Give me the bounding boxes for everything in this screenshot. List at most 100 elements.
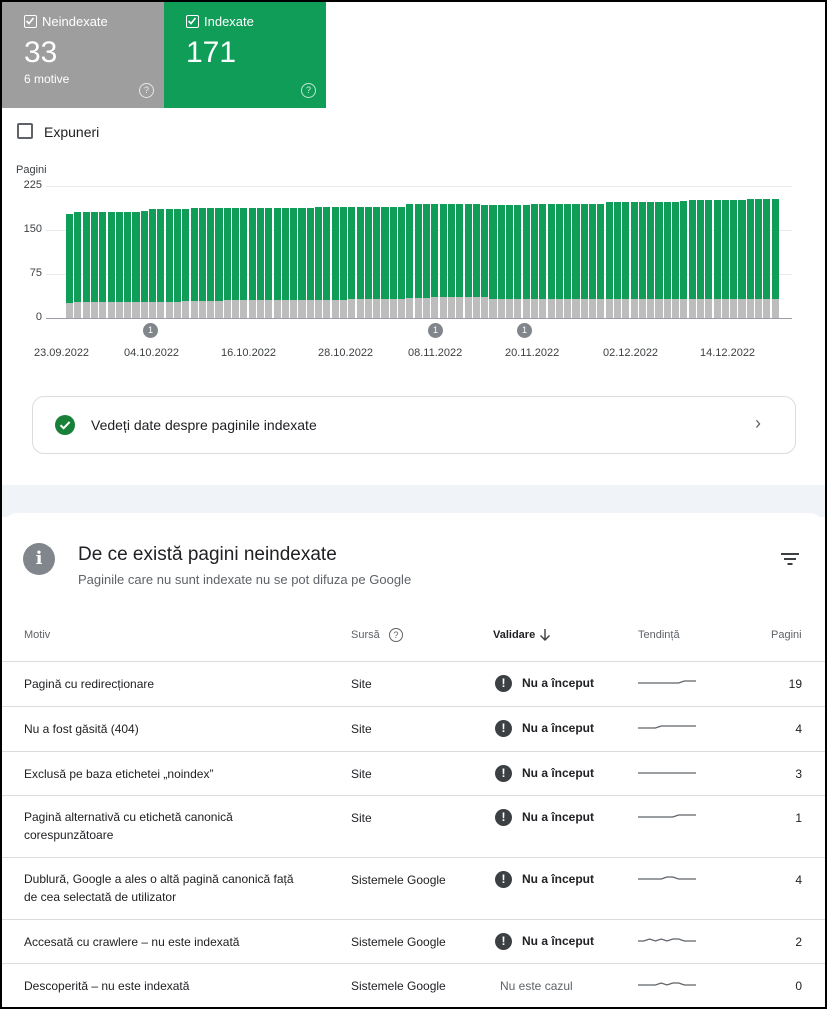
bar-not-indexed[interactable] [265,300,273,318]
bar-indexed[interactable] [74,211,82,303]
bar-indexed[interactable] [746,199,754,299]
bar-not-indexed[interactable] [597,299,605,318]
bar-indexed[interactable] [580,203,588,300]
bar-indexed[interactable] [605,202,613,299]
bar-indexed[interactable] [298,208,306,301]
bar-indexed[interactable] [447,204,455,297]
bar-not-indexed[interactable] [696,299,705,318]
bar-indexed[interactable] [306,207,314,301]
bar-not-indexed[interactable] [713,299,721,318]
bar-not-indexed[interactable] [182,300,190,318]
checkbox-checked-icon[interactable] [24,15,37,28]
bar-indexed[interactable] [647,201,655,299]
bar-indexed[interactable] [290,208,298,301]
indexed-tile[interactable]: Indexate 171 ? [164,2,326,108]
bar-not-indexed[interactable] [530,299,539,318]
bar-indexed[interactable] [315,207,323,300]
bar-not-indexed[interactable] [323,299,331,318]
bar-indexed[interactable] [82,211,90,303]
bar-indexed[interactable] [364,206,372,300]
bar-not-indexed[interactable] [423,298,431,318]
bar-not-indexed[interactable] [381,299,389,318]
bar-not-indexed[interactable] [331,299,339,318]
bar-indexed[interactable] [755,199,763,299]
bar-not-indexed[interactable] [198,300,206,318]
bar-indexed[interactable] [439,204,447,298]
bar-not-indexed[interactable] [763,298,771,318]
table-row[interactable]: Descoperită – nu este indexată Sistemele … [2,963,825,1008]
bar-not-indexed[interactable] [630,298,638,318]
bar-indexed[interactable] [215,208,223,301]
bar-indexed[interactable] [248,208,256,301]
bar-indexed[interactable] [663,201,671,299]
bar-not-indexed[interactable] [406,298,414,318]
checkbox-checked-icon[interactable] [186,15,199,28]
bar-indexed[interactable] [481,204,489,298]
bar-not-indexed[interactable] [647,298,655,318]
bar-not-indexed[interactable] [456,296,464,318]
bar-indexed[interactable] [680,201,688,299]
bar-indexed[interactable] [497,204,505,300]
bar-indexed[interactable] [182,208,190,301]
column-header-pagini[interactable]: Pagini [771,629,802,641]
bar-not-indexed[interactable] [74,302,82,318]
bar-not-indexed[interactable] [547,299,555,318]
bar-indexed[interactable] [265,208,273,301]
bar-not-indexed[interactable] [564,299,572,318]
bar-not-indexed[interactable] [755,298,763,318]
bar-indexed[interactable] [348,206,356,300]
bar-indexed[interactable] [555,204,563,300]
bar-indexed[interactable] [149,209,157,302]
table-row[interactable]: Exclusă pe baza etichetei „noindex” Site!… [2,751,825,796]
bar-not-indexed[interactable] [256,300,265,318]
bar-not-indexed[interactable] [622,298,630,318]
bar-indexed[interactable] [115,211,123,303]
bar-not-indexed[interactable] [115,302,123,318]
bar-not-indexed[interactable] [248,300,256,318]
bar-not-indexed[interactable] [439,297,447,318]
bar-indexed[interactable] [190,208,198,301]
bar-indexed[interactable] [273,208,281,301]
bar-not-indexed[interactable] [90,302,98,318]
bar-not-indexed[interactable] [497,299,505,318]
annotation-marker[interactable]: 1 [428,323,443,338]
bar-indexed[interactable] [90,211,98,303]
bar-indexed[interactable] [622,202,630,299]
table-row[interactable]: Pagină alternativă cu etichetă canonică c… [2,795,825,858]
filter-icon[interactable] [781,552,799,566]
bar-not-indexed[interactable] [207,300,215,318]
bar-indexed[interactable] [256,208,265,301]
bar-not-indexed[interactable] [589,299,597,318]
bar-indexed[interactable] [132,211,140,303]
bar-not-indexed[interactable] [481,297,489,318]
bar-indexed[interactable] [281,208,289,301]
bar-indexed[interactable] [514,204,522,300]
help-icon[interactable]: ? [389,628,403,642]
not-indexed-tile[interactable]: Neindexate 33 6 motive ? [2,2,164,108]
bar-not-indexed[interactable] [140,302,148,318]
bar-not-indexed[interactable] [447,296,455,318]
bar-indexed[interactable] [99,211,107,303]
bar-indexed[interactable] [406,204,414,299]
bar-indexed[interactable] [389,206,397,299]
bar-not-indexed[interactable] [746,298,754,318]
bar-not-indexed[interactable] [82,302,90,318]
table-row[interactable]: Pagină cu redirecționare Site! Nu a începu… [2,661,825,707]
bar-not-indexed[interactable] [613,298,622,318]
bar-indexed[interactable] [381,206,389,300]
annotation-marker[interactable]: 1 [143,323,158,338]
bar-not-indexed[interactable] [232,300,240,318]
bar-not-indexed[interactable] [66,302,74,318]
bar-indexed[interactable] [398,206,406,299]
table-row[interactable]: Nu a fost găsită (404) Site! Nu a început 4 [2,706,825,752]
bar-not-indexed[interactable] [240,300,248,318]
bar-not-indexed[interactable] [771,298,779,318]
bar-not-indexed[interactable] [356,299,364,318]
bar-not-indexed[interactable] [489,299,497,318]
column-header-motiv[interactable]: Motiv [24,629,51,641]
column-header-tendinta[interactable]: Tendință [638,629,680,641]
bar-indexed[interactable] [705,200,713,300]
bar-not-indexed[interactable] [506,299,514,318]
bar-not-indexed[interactable] [672,298,680,318]
bar-not-indexed[interactable] [223,300,231,318]
